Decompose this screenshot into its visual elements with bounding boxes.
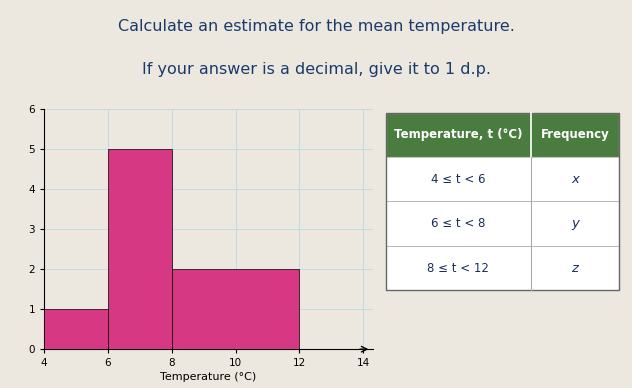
Text: z: z (571, 262, 578, 275)
Text: If your answer is a decimal, give it to 1 d.p.: If your answer is a decimal, give it to … (142, 62, 490, 77)
Text: Calculate an estimate for the mean temperature.: Calculate an estimate for the mean tempe… (118, 19, 514, 35)
Text: 8 ≤ t < 12: 8 ≤ t < 12 (427, 262, 489, 275)
FancyBboxPatch shape (386, 201, 619, 246)
Bar (44, 309, 108, 349)
Text: x: x (571, 173, 579, 186)
X-axis label: Temperature (°C): Temperature (°C) (161, 372, 257, 383)
Text: Frequency: Frequency (540, 128, 609, 141)
Bar (172, 269, 300, 349)
Text: 6 ≤ t < 8: 6 ≤ t < 8 (431, 217, 485, 230)
Text: y: y (571, 217, 579, 230)
Text: 4 ≤ t < 6: 4 ≤ t < 6 (431, 173, 485, 186)
Bar (108, 149, 172, 349)
FancyBboxPatch shape (386, 113, 619, 157)
FancyBboxPatch shape (386, 157, 619, 201)
FancyBboxPatch shape (386, 246, 619, 290)
Text: Temperature, t (°C): Temperature, t (°C) (394, 128, 522, 141)
